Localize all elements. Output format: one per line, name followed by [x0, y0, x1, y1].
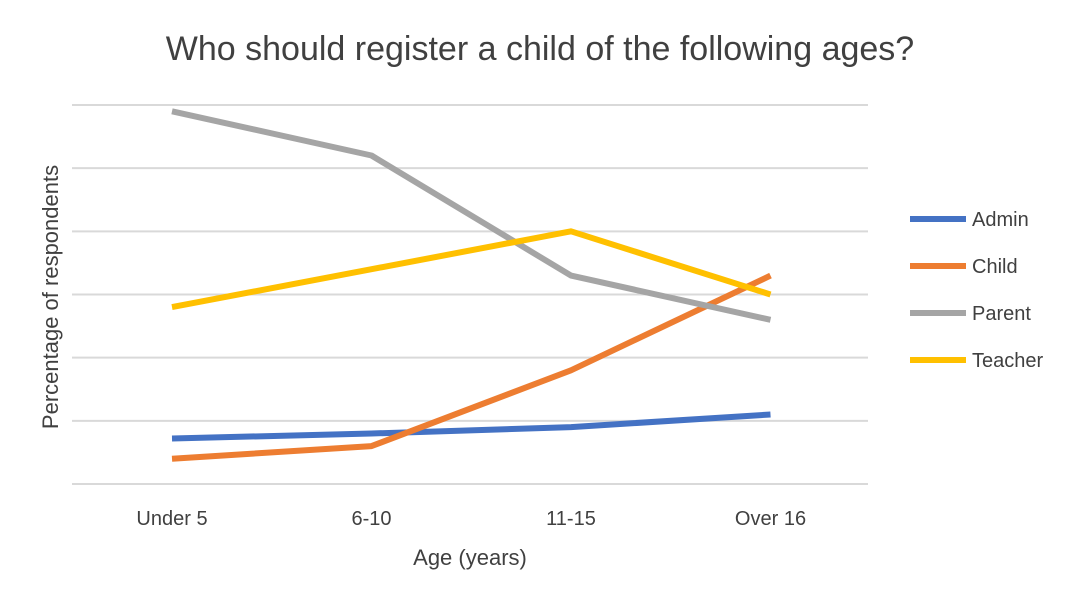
x-tick-label: Over 16 — [735, 508, 806, 530]
series-lines — [171, 108, 772, 462]
gridlines — [72, 104, 868, 485]
legend-label-admin: Admin — [972, 209, 1029, 231]
chart-title: Who should register a child of the follo… — [166, 30, 914, 68]
x-tick-label: 11-15 — [546, 508, 596, 530]
x-tick-label: Under 5 — [136, 508, 207, 530]
series-line-teacher — [171, 228, 772, 311]
x-axis-title: Age (years) — [413, 545, 527, 570]
series-line-child — [171, 272, 772, 462]
legend: Admin Child Parent Teacher — [910, 209, 1043, 372]
series-line-parent — [171, 108, 772, 323]
legend-label-child: Child — [972, 256, 1018, 278]
x-tick-label: 6-10 — [351, 508, 391, 530]
series-line-admin — [171, 411, 771, 442]
x-axis-ticks: Under 5 6-10 11-15 Over 16 — [136, 508, 806, 530]
y-axis-title: Percentage of respondents — [38, 165, 63, 429]
legend-label-teacher: Teacher — [972, 350, 1043, 372]
legend-label-parent: Parent — [972, 303, 1031, 325]
